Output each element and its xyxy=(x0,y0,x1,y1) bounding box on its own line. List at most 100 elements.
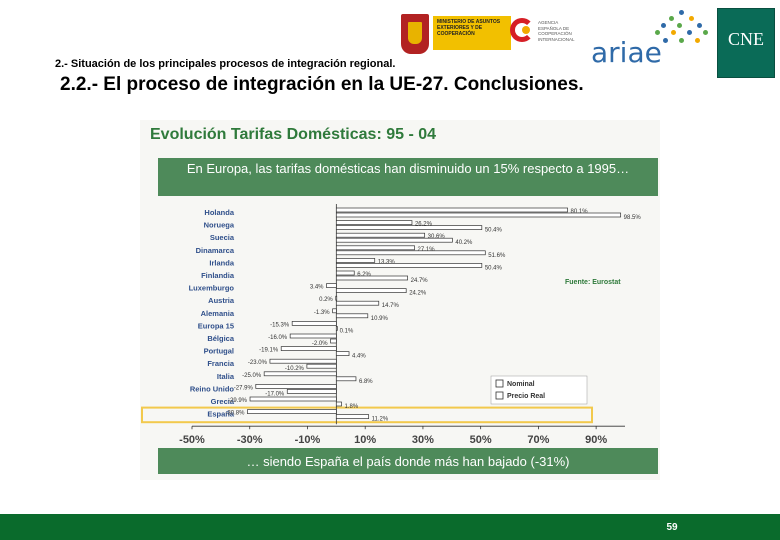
aecid-logo: AGENCIA ESPAÑOLA DE COOPERACIÓN INTERNAC… xyxy=(510,18,580,54)
category-label: Suecia xyxy=(210,233,235,242)
bar-nominal xyxy=(269,358,337,364)
bar-nominal xyxy=(247,409,337,414)
data-label-nominal: -25.0% xyxy=(242,373,262,379)
category-label: Finlandia xyxy=(201,271,235,280)
ariae-logo-text: ariae xyxy=(591,36,662,69)
x-tick-label: 30% xyxy=(412,434,434,446)
category-label: Holanda xyxy=(204,208,234,217)
category-label: Bélgica xyxy=(207,334,235,343)
bar-nominal xyxy=(280,346,337,351)
category-label: España xyxy=(207,410,235,419)
data-label-nominal: 6.2% xyxy=(357,272,371,278)
data-label-nominal: 80.1% xyxy=(571,209,589,215)
category-label: Italia xyxy=(217,372,235,381)
data-label-nominal: 13.3% xyxy=(378,259,396,265)
data-label-real: 11.2% xyxy=(372,417,389,423)
x-tick-label: 70% xyxy=(527,434,549,446)
bar-nominal xyxy=(255,384,337,389)
ariae-dot xyxy=(703,30,708,35)
x-tick-label: 50% xyxy=(470,434,492,446)
legend-swatch-nominal xyxy=(495,379,504,388)
data-label-nominal: 3.4% xyxy=(310,285,324,291)
data-label-real: 40.2% xyxy=(455,240,473,246)
ariae-logo: ariae xyxy=(587,8,717,70)
ariae-dot xyxy=(695,38,700,43)
tariff-chart: Evolución Tarifas Domésticas: 95 - 04 En… xyxy=(140,120,660,480)
bottom-banner-text: … siendo España el país donde más han ba… xyxy=(246,454,569,469)
bar-real xyxy=(335,237,453,243)
category-label: Francia xyxy=(207,359,235,368)
x-tick-label: 90% xyxy=(585,434,607,446)
data-label-nominal: -15.3% xyxy=(270,322,290,328)
data-label-nominal: -27.9% xyxy=(234,385,254,391)
source-label: Fuente: Eurostat xyxy=(565,279,621,286)
category-label: Reino Unido xyxy=(190,384,235,393)
bar-nominal xyxy=(289,333,337,339)
legend-swatch-real xyxy=(495,391,504,400)
cne-logo-text: CNE xyxy=(728,29,764,49)
bar-nominal xyxy=(335,258,376,263)
data-label-nominal: -30.8% xyxy=(225,411,245,417)
data-label-nominal: -1.3% xyxy=(314,310,330,316)
bar-nominal xyxy=(335,245,415,251)
top-banner-text: En Europa, las tarifas domésticas han di… xyxy=(186,161,630,176)
category-label: Dinamarca xyxy=(196,246,235,255)
ministry-logo: MINISTERIO DE ASUNTOS EXTERIORES Y DE CO… xyxy=(401,14,511,54)
category-label: Grecia xyxy=(211,397,235,406)
legend: Nominal Precio Real xyxy=(490,375,588,405)
ariae-dots-icon xyxy=(649,8,709,50)
category-label: Luxemburgo xyxy=(189,284,235,293)
data-label-real: 98.5% xyxy=(624,215,642,221)
data-label-real: 4.4% xyxy=(352,354,366,360)
coat-of-arms-icon xyxy=(401,14,429,54)
logos-header: MINISTERIO DE ASUNTOS EXTERIORES Y DE CO… xyxy=(395,8,775,80)
data-label-real: 0.1% xyxy=(340,328,354,334)
legend-label-nominal: Nominal xyxy=(507,381,535,388)
bar-nominal xyxy=(263,371,337,377)
data-label-nominal: -16.0% xyxy=(268,335,288,341)
data-label-nominal: 30.6% xyxy=(428,234,446,240)
aecid-logo-text: AGENCIA ESPAÑOLA DE COOPERACIÓN INTERNAC… xyxy=(538,20,575,42)
data-label-real: 50.4% xyxy=(485,265,503,271)
ariae-dot xyxy=(661,23,666,28)
ariae-dot xyxy=(671,30,676,35)
bar-real xyxy=(335,401,342,407)
page-title: 2.2.- El proceso de integración en la UE… xyxy=(60,74,584,95)
bar-real xyxy=(335,250,486,256)
data-label-nominal: -19.1% xyxy=(259,348,279,354)
data-label-nominal: -29.9% xyxy=(228,398,248,404)
data-label-real: 51.6% xyxy=(488,253,506,259)
category-label: Portugal xyxy=(204,347,234,356)
tariff-chart-svg: Evolución Tarifas Domésticas: 95 - 04 En… xyxy=(141,126,658,474)
data-label-real: 24.7% xyxy=(411,278,429,284)
category-label: Europa 15 xyxy=(198,321,234,330)
bar-real xyxy=(335,376,357,382)
data-label-real: 50.4% xyxy=(485,228,503,234)
data-label-real: -10.2% xyxy=(285,366,305,372)
ariae-dot xyxy=(689,16,694,21)
category-label: Alemania xyxy=(201,309,235,318)
aecid-ring-icon xyxy=(510,18,534,42)
category-label: Noruega xyxy=(204,221,235,230)
data-label-nominal: 27.1% xyxy=(418,247,436,253)
bar-real xyxy=(335,414,370,419)
ariae-dot xyxy=(697,23,702,28)
bar-real xyxy=(330,338,337,344)
ariae-dot xyxy=(679,38,684,43)
x-tick-label: 10% xyxy=(354,434,376,446)
data-label-real: 10.9% xyxy=(371,316,389,322)
ariae-dot xyxy=(677,23,682,28)
bar-nominal xyxy=(335,220,413,225)
x-tick-label: -30% xyxy=(237,434,263,446)
top-banner-fo: En Europa, las tarifas domésticas han di… xyxy=(186,161,630,176)
bar-real xyxy=(306,363,337,369)
data-label-nominal: 0.2% xyxy=(319,297,333,303)
highlight-row xyxy=(141,406,593,424)
chart-title: Evolución Tarifas Domésticas: 95 - 04 xyxy=(150,126,436,143)
bar-real xyxy=(335,313,369,319)
bar-nominal xyxy=(249,396,337,402)
top-banner xyxy=(158,158,658,196)
bar-real xyxy=(335,351,350,356)
data-label-real: 6.8% xyxy=(359,379,373,385)
bar-real xyxy=(335,326,338,331)
